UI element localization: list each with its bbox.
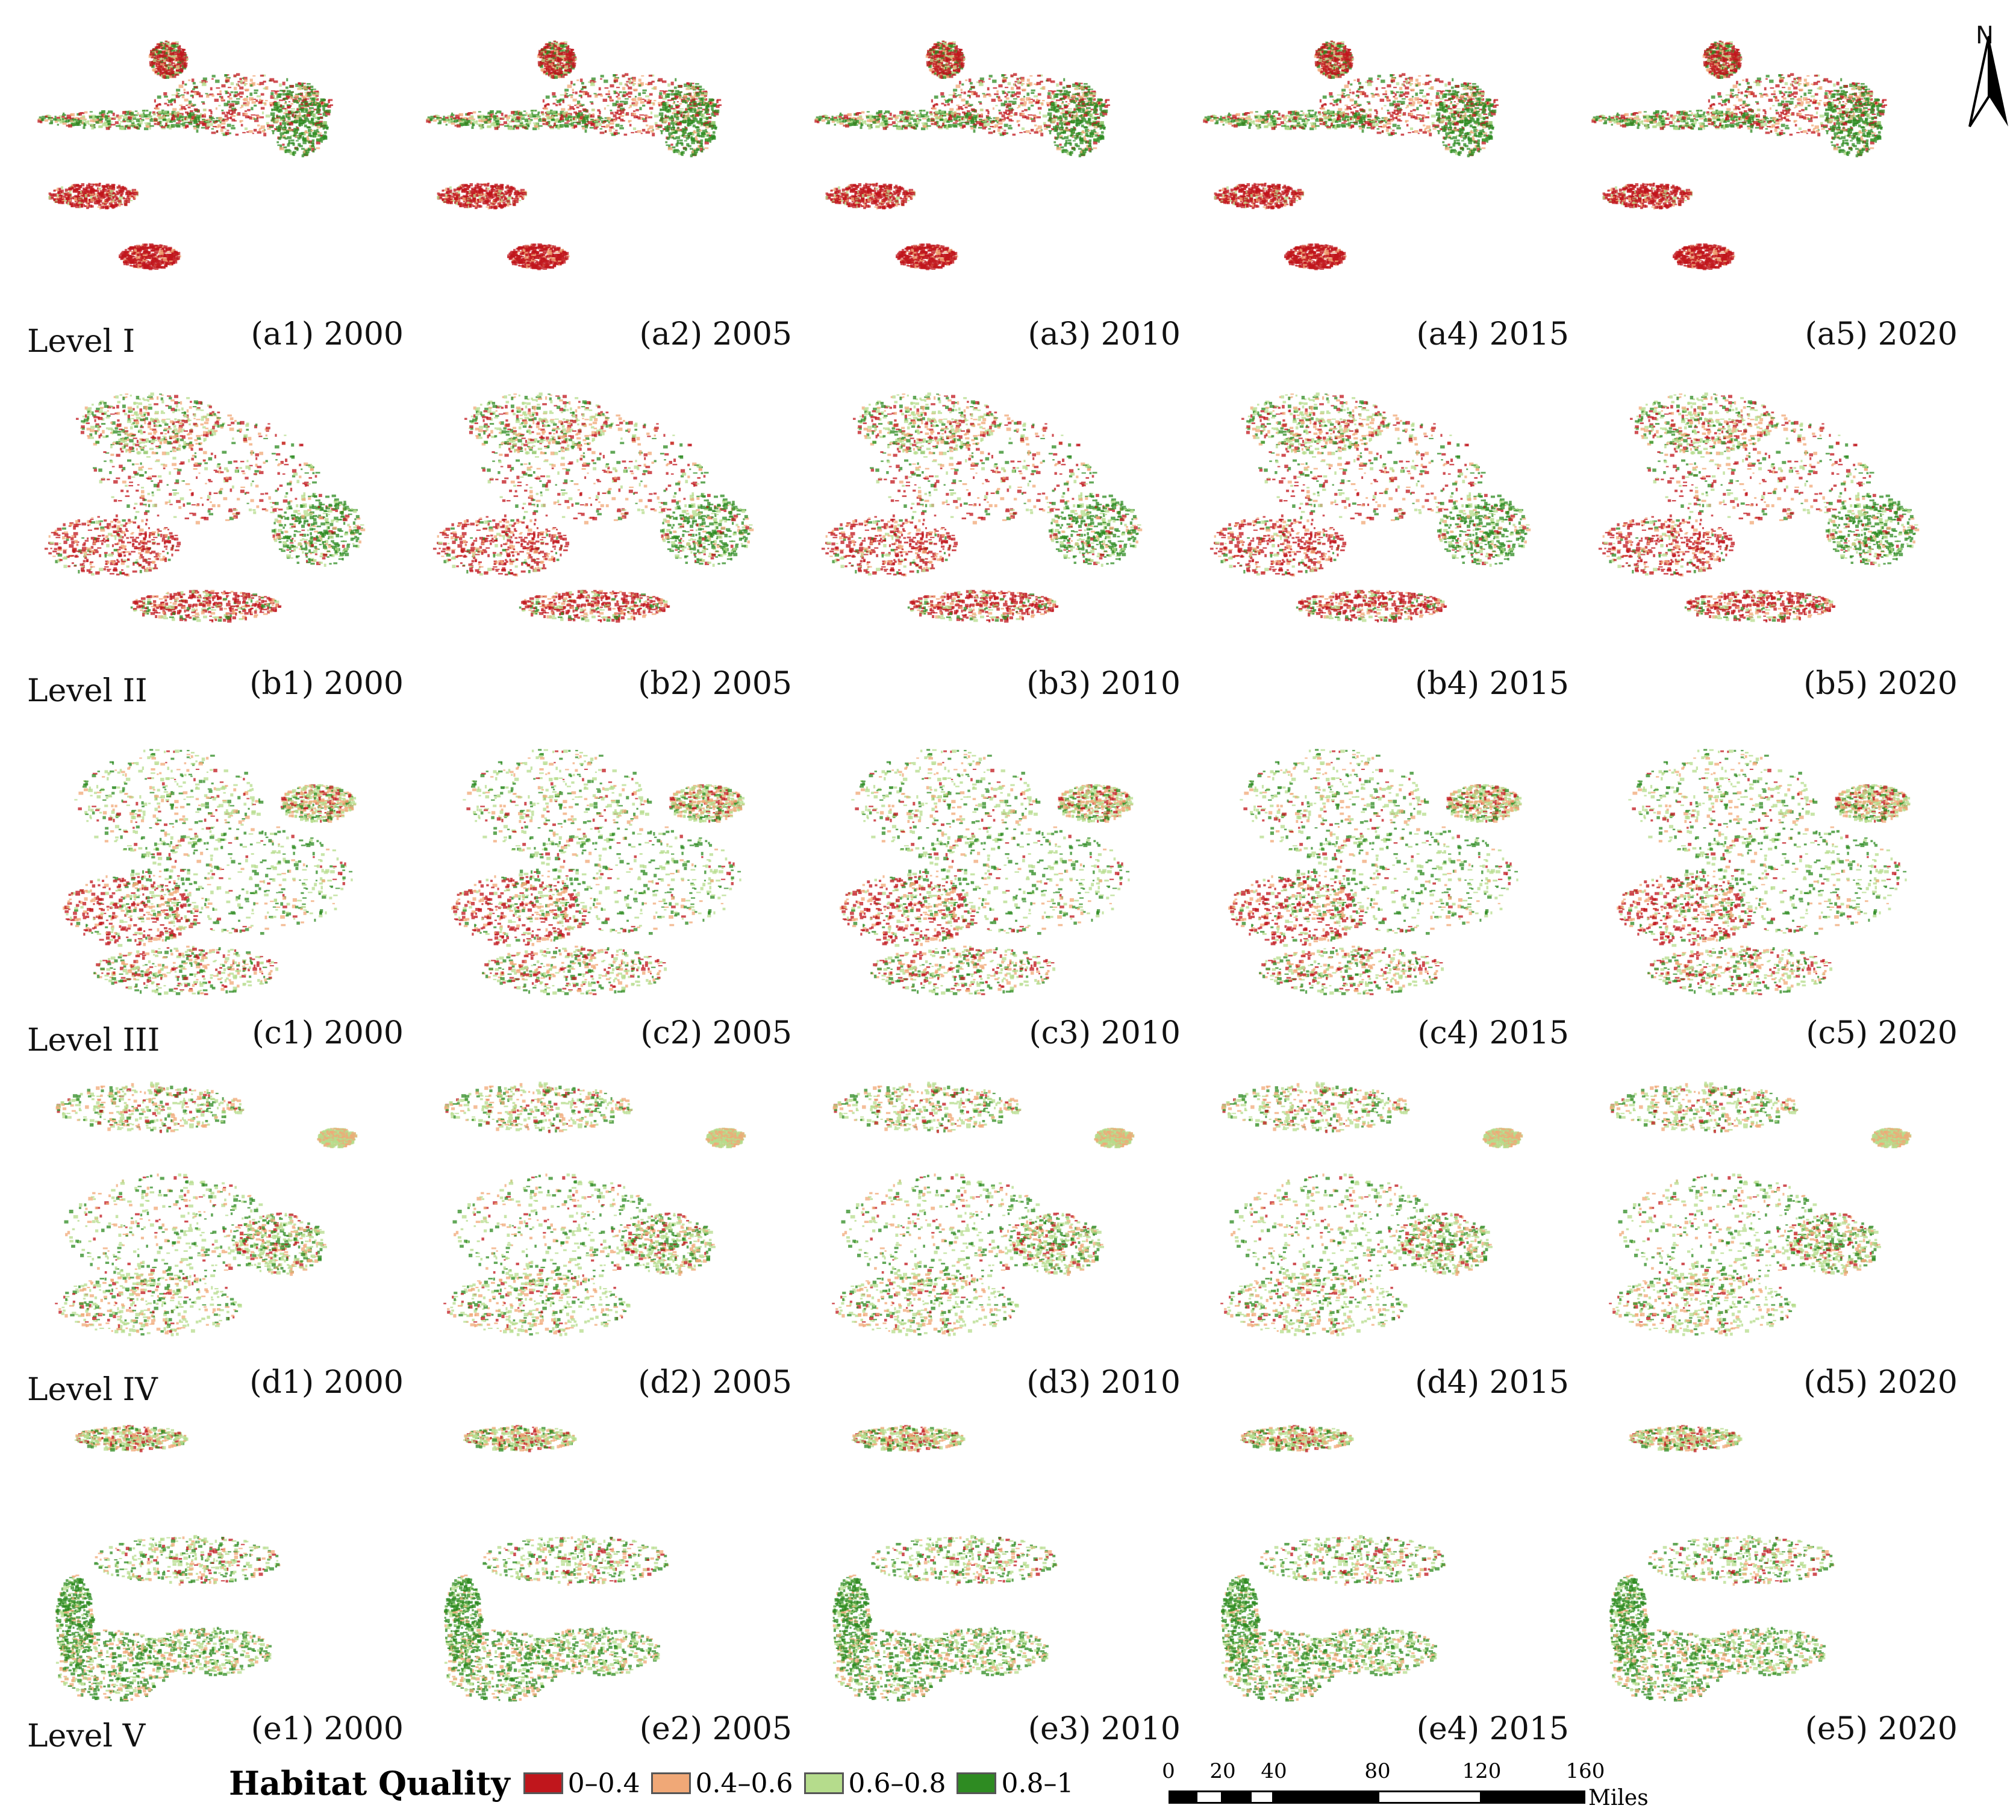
legend-swatch-0	[523, 1772, 563, 1794]
scale-segment	[1250, 1790, 1274, 1804]
panel-label: (c2) 2005	[640, 1015, 792, 1051]
habitat-map-panel	[63, 749, 357, 995]
habitat-map-panel	[443, 1081, 746, 1337]
panel-label: (e2) 2005	[640, 1711, 792, 1747]
legend-swatch-3	[957, 1772, 997, 1794]
scale-segment	[1378, 1790, 1482, 1804]
panel-label: (b3) 2010	[1026, 666, 1181, 702]
scale-segment	[1169, 1790, 1196, 1804]
panel-label: (e1) 2000	[251, 1711, 404, 1747]
habitat-map-panel	[1220, 1081, 1523, 1337]
panel-label: (b4) 2015	[1415, 666, 1569, 702]
panel-label: (a3) 2010	[1028, 316, 1181, 352]
legend-label-0: 0–0.4	[568, 1768, 640, 1799]
scale-tick-80: 80	[1364, 1759, 1390, 1783]
scale-unit: Miles	[1588, 1786, 1649, 1810]
scale-tick-0: 0	[1162, 1759, 1175, 1783]
scale-segment	[1274, 1790, 1378, 1804]
legend-label-3: 0.8–1	[1001, 1768, 1073, 1799]
north-arrow-icon	[1968, 36, 2008, 128]
habitat-map-panel	[821, 392, 1143, 623]
habitat-map-panel	[1228, 749, 1522, 995]
map-grid: Level I (a1) 2000 (a2) 2005 (a3) 2010 (a4) 2…	[27, 40, 1958, 1754]
panel-label: (d5) 2020	[1803, 1365, 1958, 1401]
scale-segment	[1482, 1790, 1585, 1804]
level-label: Level III	[27, 1022, 160, 1059]
habitat-map-panel	[451, 749, 745, 995]
habitat-map-panel	[37, 40, 334, 270]
panel-label: (b5) 2020	[1803, 666, 1958, 702]
habitat-map-panel	[1598, 392, 1920, 623]
legend-swatch-1	[651, 1772, 691, 1794]
habitat-map-panel	[814, 40, 1111, 270]
habitat-map-panel	[55, 1425, 281, 1702]
panel-label: (b2) 2005	[638, 666, 792, 702]
legend-item: 0.6–0.8	[804, 1768, 946, 1799]
scale-tick-20: 20	[1209, 1759, 1235, 1783]
legend-swatch-2	[804, 1772, 844, 1794]
habitat-map-panel	[832, 1081, 1135, 1337]
habitat-map-panel	[1221, 1425, 1446, 1702]
habitat-map-panel	[1617, 749, 1911, 995]
panel-label: (b1) 2000	[249, 666, 404, 702]
scale-segment	[1196, 1790, 1223, 1804]
panel-label: (e3) 2010	[1028, 1711, 1181, 1747]
panel-label: (a4) 2015	[1416, 316, 1569, 352]
scale-bar: 0 20 40 80 120 160 Miles	[1162, 1759, 1648, 1819]
habitat-map-panel	[55, 1081, 358, 1337]
panel-label: (a5) 2020	[1805, 316, 1958, 352]
panel-label: (d3) 2010	[1026, 1365, 1181, 1401]
panel-label: (c1) 2000	[252, 1015, 404, 1051]
scale-tick-120: 120	[1462, 1759, 1502, 1783]
legend-label-2: 0.6–0.8	[849, 1768, 946, 1799]
legend: Habitat Quality 0–0.4 0.4–0.6 0.6–0.8 0.…	[229, 1759, 1084, 1807]
scale-tick-40: 40	[1261, 1759, 1287, 1783]
habitat-map-panel	[444, 1425, 669, 1702]
level-label: Level I	[27, 324, 135, 360]
panel-label: (a1) 2000	[251, 316, 404, 352]
habitat-map-panel	[1203, 40, 1499, 270]
habitat-map-panel	[1609, 1081, 1912, 1337]
panel-label: (d4) 2015	[1415, 1365, 1569, 1401]
legend-item: 0–0.4	[523, 1768, 640, 1799]
panel-label: (e4) 2015	[1417, 1711, 1569, 1747]
panel-label: (e5) 2020	[1805, 1711, 1958, 1747]
legend-title: Habitat Quality	[229, 1764, 510, 1803]
panel-label: (c3) 2010	[1029, 1015, 1181, 1051]
habitat-map-panel	[426, 40, 722, 270]
panel-label: (c5) 2020	[1806, 1015, 1958, 1051]
level-label: Level II	[27, 673, 148, 709]
habitat-map-panel	[432, 392, 754, 623]
habitat-map-panel	[44, 392, 366, 623]
panel-label: (a2) 2005	[639, 316, 792, 352]
legend-item: 0.8–1	[957, 1768, 1073, 1799]
habitat-map-panel	[840, 749, 1134, 995]
habitat-map-panel	[1591, 40, 1888, 270]
habitat-map-panel	[1609, 1425, 1835, 1702]
scale-tick-160: 160	[1566, 1759, 1605, 1783]
habitat-map-panel	[832, 1425, 1058, 1702]
level-label: Level V	[27, 1718, 145, 1754]
panel-label: (d2) 2005	[638, 1365, 792, 1401]
scale-segment	[1223, 1790, 1250, 1804]
legend-label-1: 0.4–0.6	[696, 1768, 793, 1799]
panel-label: (d1) 2000	[249, 1365, 404, 1401]
habitat-map-panel	[1209, 392, 1531, 623]
legend-item: 0.4–0.6	[651, 1768, 793, 1799]
level-label: Level IV	[27, 1372, 158, 1408]
panel-label: (c4) 2015	[1417, 1015, 1569, 1051]
